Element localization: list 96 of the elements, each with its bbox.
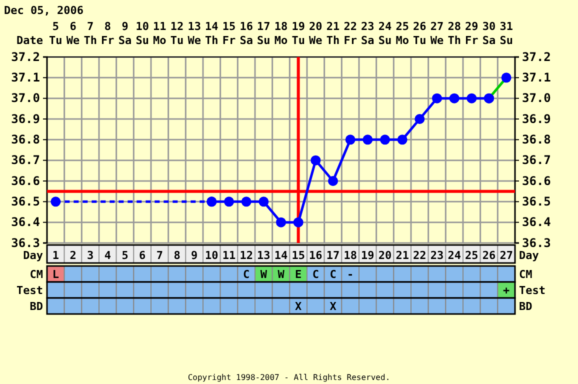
y2-tick-label: 36.6 (522, 174, 551, 188)
x-tick-label: 24 (448, 249, 462, 262)
x2-tick-label: 13 We (188, 20, 202, 47)
y-tick-label: 36.5 (11, 194, 40, 209)
text: C (330, 268, 336, 281)
x2-tick-label: 10 Su (136, 20, 149, 47)
x-tick-label: 10 (205, 249, 218, 262)
x2-tick-label: 9 Sa (118, 20, 132, 47)
y-tick-label: 36.4 (11, 215, 40, 230)
x-tick-label: 15 (292, 249, 305, 262)
text: Day (23, 249, 43, 262)
y-tick-label: 37.1 (11, 70, 40, 85)
x-tick-label: 7 (156, 249, 163, 262)
x-tick-label: 1 (52, 249, 60, 262)
x2-tick-label: 31 Su (500, 20, 514, 47)
x-tick-label: 11 (222, 249, 236, 262)
x-tick-label: 22 (413, 249, 426, 262)
y-tick-label: 37.2 (11, 50, 40, 64)
x-tick-label: 19 (361, 249, 374, 262)
x-tick-label: 4 (104, 249, 112, 262)
x-tick-label: 18 (344, 249, 357, 262)
x2-tick-label: 11 Mo (153, 20, 167, 47)
y2-tick-label: 37.1 (522, 70, 551, 85)
y-tick-label: 36.7 (11, 153, 40, 168)
x2-tick-label: 6 We (66, 20, 80, 47)
x-tick-label: 5 (122, 249, 128, 262)
x2-tick-label: 14 Th (205, 20, 219, 47)
x-tick-label: 27 (500, 249, 513, 262)
x2-tick-label: 30 Sa (482, 20, 496, 47)
x2-tick-label: 29 Fr (465, 20, 479, 47)
category-label: Test (519, 284, 546, 297)
x-axis-title: Day (519, 249, 540, 262)
category-label: BD (519, 300, 532, 313)
x2-tick-label: 12 Tu (170, 20, 184, 47)
text: L (52, 268, 59, 281)
x2-tick-label: 25 Mo (396, 20, 410, 47)
x-tick-label: 3 (87, 249, 94, 262)
x2-tick-label: 18 Mo (274, 20, 288, 47)
text: X (330, 300, 336, 313)
x2-tick-label: 19 Tu (292, 20, 305, 47)
x2-tick-label: 16 Sa (240, 20, 254, 47)
x-tick-label: 16 (309, 249, 323, 262)
y2-tick-label: 36.5 (522, 194, 551, 209)
x2-axis-title: Date (16, 34, 44, 47)
x2-tick-label: 28 Th (448, 20, 461, 47)
text: C (243, 268, 250, 281)
x-tick-label: 26 (482, 249, 496, 262)
y-tick-label: 36.3 (11, 236, 40, 250)
y2-tick-label: 37.2 (522, 50, 551, 64)
y2-tick-label: 36.4 (522, 215, 551, 230)
x2-tick-label: 21 Th (326, 20, 340, 47)
x2-tick-label: 26 Tu (413, 20, 427, 47)
text: X (295, 300, 302, 313)
x-tick-label: 2 (70, 249, 76, 262)
x-tick-label: 14 (274, 249, 288, 262)
y-tick-label: 36.9 (11, 112, 40, 126)
text: E (295, 268, 302, 281)
text: C (312, 268, 319, 281)
x-tick-label: 6 (139, 249, 146, 262)
x2-tick-label: 7 Th (84, 20, 97, 47)
y-tick-label: 36.6 (11, 174, 40, 188)
category-label: CM (30, 268, 43, 281)
category-label: Test (16, 284, 43, 297)
x-tick-label: 9 (191, 249, 198, 262)
text: - (347, 268, 354, 281)
x-tick-label: 8 (174, 249, 180, 262)
x2-tick-label: 23 Sa (361, 20, 374, 47)
text: W (260, 268, 267, 281)
x-tick-label: 13 (257, 249, 270, 262)
text: W (278, 268, 284, 281)
x2-tick-label: 17 Su (257, 20, 270, 47)
y2-tick-label: 36.7 (522, 153, 551, 168)
y2-tick-label: 36.3 (522, 236, 551, 250)
x-tick-label: 21 (396, 249, 410, 262)
y2-tick-label: 37.0 (522, 91, 551, 106)
x2-tick-label: 27 We (430, 20, 444, 47)
x-tick-label: 25 (465, 249, 478, 262)
y-tick-label: 36.8 (11, 132, 40, 147)
text: + (503, 284, 510, 297)
x2-tick-label: 24 Su (378, 20, 392, 47)
x2-tick-label: 5 Tu (49, 20, 62, 47)
x2-tick-label: 8 Fr (101, 20, 115, 47)
y2-tick-label: 36.9 (522, 112, 551, 126)
x2-tick-label: 20 We (309, 20, 323, 47)
x-tick-label: 17 (326, 249, 340, 262)
x2-tick-label: 22 Fr (344, 20, 358, 47)
x-tick-label: 23 (430, 249, 444, 262)
category-label: BD (30, 300, 43, 313)
y2-tick-label: 36.8 (522, 132, 551, 147)
category-label: CM (519, 268, 532, 281)
text: Copyright 1998-2007 - All Rights Reserved. (188, 373, 390, 382)
y-tick-label: 37.0 (11, 91, 40, 106)
x-tick-label: 20 (378, 249, 392, 262)
x2-tick-label: 15 Fr (222, 20, 236, 47)
x-tick-label: 12 (240, 249, 253, 262)
chart-title: Dec 05, 2006 (4, 4, 84, 17)
